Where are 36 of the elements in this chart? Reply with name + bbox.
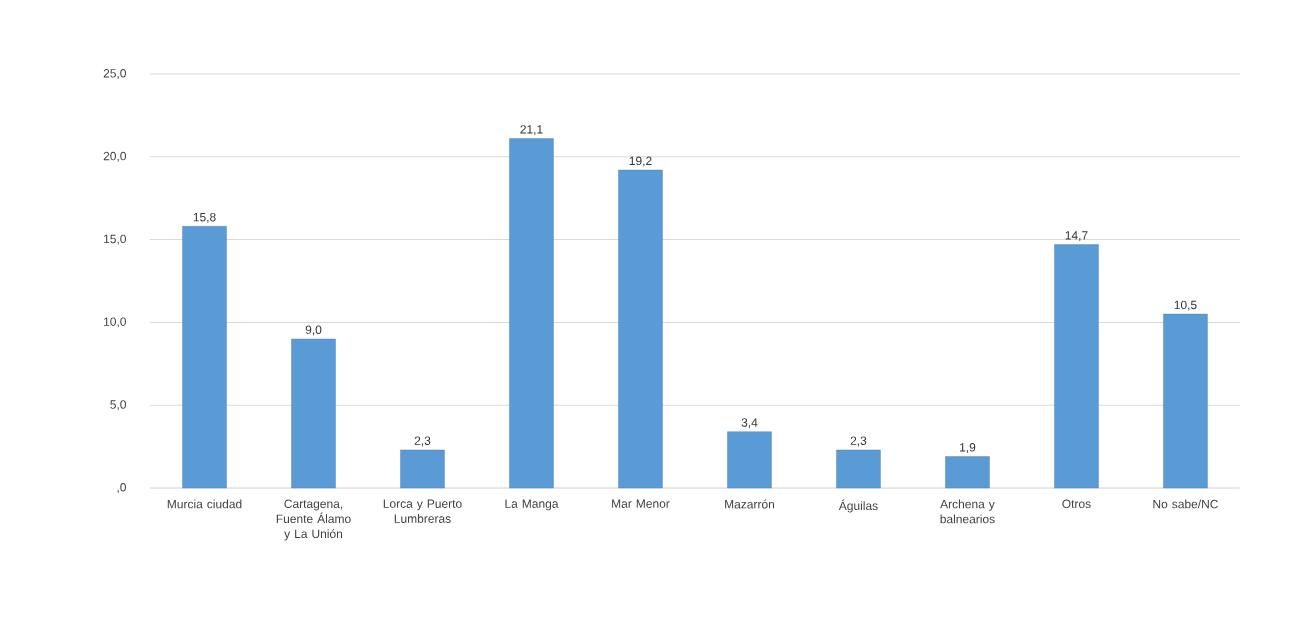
x-tick-label: Mar Menor [612, 499, 670, 508]
x-tick-label: Águilas [838, 499, 878, 513]
x-tick-label: Lorca y Puerto Lumbreras [383, 499, 462, 523]
bar [836, 449, 881, 489]
data-label: 21,1 [520, 125, 543, 136]
data-label: 3,4 [741, 418, 758, 429]
data-label: 2,3 [850, 436, 867, 447]
bar [400, 449, 445, 489]
y-tick-label: 10,0 [104, 317, 126, 328]
y-tick-label: 15,0 [104, 234, 126, 245]
data-label: 10,5 [1174, 300, 1197, 311]
bar [945, 456, 990, 489]
x-tick-label: La Manga [505, 499, 559, 511]
x-tick-label: Mazarrón [725, 499, 775, 509]
x-tick-label: Archena y balnearios [940, 499, 995, 524]
data-label: 1,9 [960, 443, 976, 453]
data-label: 14,7 [1065, 231, 1088, 242]
y-tick-label: 20,0 [103, 151, 126, 162]
x-tick-label: No sabe/NC [1153, 499, 1218, 509]
x-tick-label: Murcia ciudad [167, 499, 242, 509]
data-label: 15,8 [193, 212, 216, 223]
data-label: 19,2 [629, 156, 652, 167]
bar [1163, 313, 1208, 489]
data-label: 9,0 [305, 325, 322, 336]
bar [618, 169, 663, 489]
y-tick-label: 5,0 [110, 400, 127, 411]
x-tick-label: Otros [1062, 499, 1091, 509]
bar [727, 431, 772, 489]
x-tick-label: Cartagena, Fuente Álamo y La Unión [276, 499, 351, 541]
bar [1054, 244, 1099, 489]
data-label: 2,3 [414, 436, 431, 447]
y-tick-label: 25,0 [103, 69, 126, 79]
y-tick-label: ,0 [117, 483, 127, 493]
bar [182, 226, 227, 489]
bar [291, 338, 336, 489]
bar [509, 138, 554, 489]
